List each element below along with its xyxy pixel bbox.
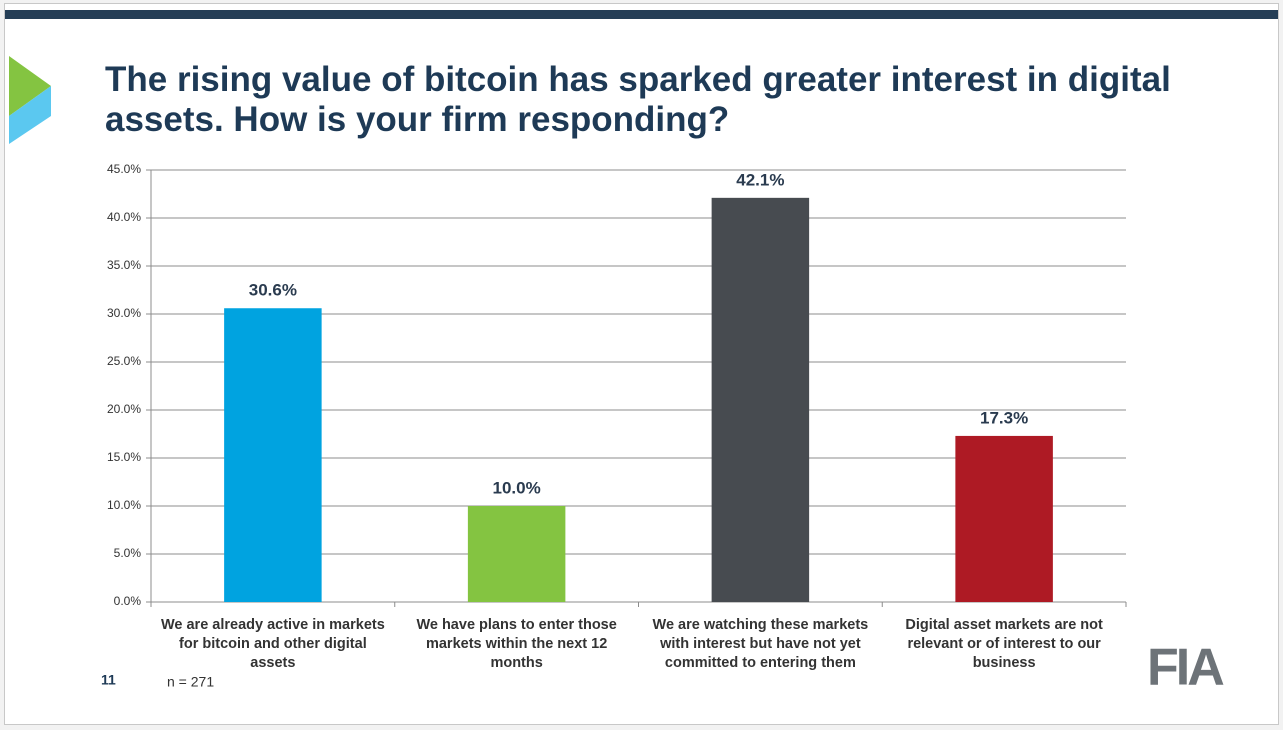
note: n = 271 bbox=[167, 674, 214, 690]
top-bar bbox=[5, 10, 1278, 19]
y-tick-label: 45.0% bbox=[107, 162, 141, 176]
y-tick-label: 30.0% bbox=[107, 306, 141, 320]
logo-shape bbox=[9, 86, 51, 144]
bar bbox=[711, 197, 810, 602]
data-label: 17.3% bbox=[980, 408, 1028, 427]
x-tick-label: Digital asset markets are not relevant o… bbox=[905, 617, 1103, 671]
y-tick-label: 20.0% bbox=[107, 402, 141, 416]
y-tick-label: 10.0% bbox=[107, 498, 141, 512]
logo-shape bbox=[9, 56, 51, 116]
y-tick-label: 5.0% bbox=[114, 546, 142, 560]
page-number: 11 bbox=[101, 672, 116, 688]
x-tick-label: We are watching these markets with inter… bbox=[652, 617, 869, 671]
chart-title: The rising value of bitcoin has sparked … bbox=[105, 60, 1171, 139]
x-tick-label: We are already active in markets for bit… bbox=[160, 617, 385, 671]
y-tick-label: 35.0% bbox=[107, 258, 141, 272]
y-tick-label: 40.0% bbox=[107, 210, 141, 224]
bar bbox=[224, 308, 322, 602]
bar bbox=[467, 506, 566, 602]
y-tick-label: 25.0% bbox=[107, 354, 141, 368]
slide: 11 n = 271 FIA 0.0% 5.0% 10.0% 15.0% 20.0% 25… bbox=[4, 3, 1279, 725]
logo: FIA bbox=[1147, 639, 1224, 697]
bar bbox=[955, 435, 1053, 602]
chart: 11 n = 271 FIA 0.0% 5.0% 10.0% 15.0% 20.0% 25… bbox=[5, 10, 1278, 697]
data-label: 30.6% bbox=[249, 281, 297, 300]
y-tick-label: 15.0% bbox=[107, 450, 141, 464]
x-tick-label: We have plans to enter those markets wit… bbox=[416, 617, 617, 671]
data-label: 10.0% bbox=[493, 478, 541, 497]
data-label: 42.1% bbox=[736, 170, 784, 189]
y-tick-label: 0.0% bbox=[114, 594, 142, 608]
